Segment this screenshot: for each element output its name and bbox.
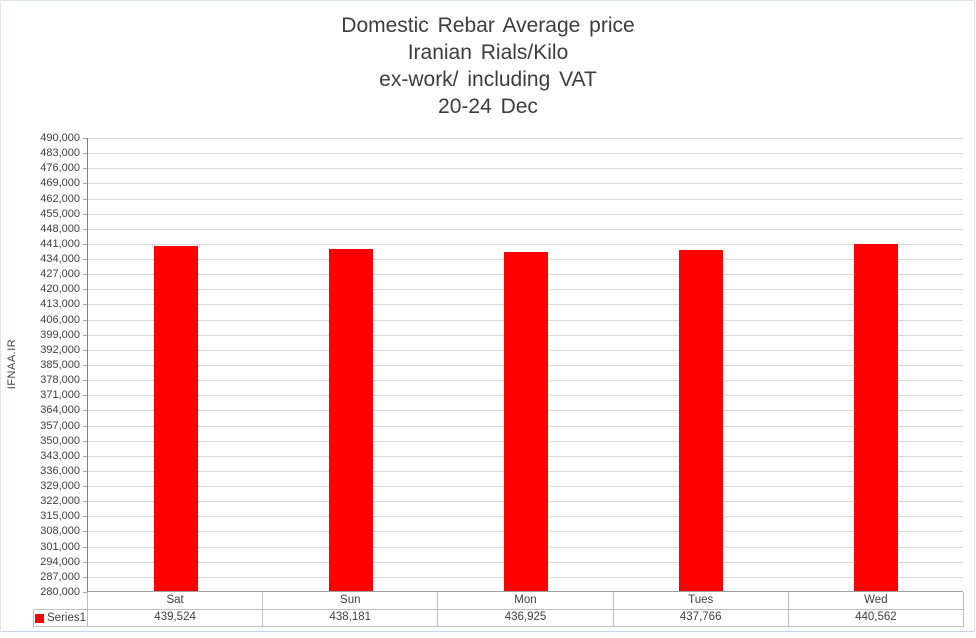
y-axis-tick-label: 378,000 — [40, 374, 80, 386]
y-axis-tick-label: 301,000 — [40, 541, 80, 553]
y-axis-tick-label: 371,000 — [40, 389, 80, 401]
gridline — [88, 138, 963, 139]
y-axis-tick — [83, 289, 87, 290]
title-line-4: 20-24 Dec — [438, 95, 538, 118]
y-axis-tick-label: 469,000 — [40, 177, 80, 189]
bar-sun — [328, 249, 373, 591]
y-axis-tick — [83, 304, 87, 305]
y-axis-tick — [83, 441, 87, 442]
y-axis-tick-label: 490,000 — [40, 132, 80, 144]
legend-cell: Series1 — [34, 609, 88, 626]
y-axis-tick — [83, 501, 87, 502]
value-cell-sat: 439,524 — [88, 609, 264, 626]
y-axis-tick-label: 399,000 — [40, 329, 80, 341]
y-axis-tick-label: 455,000 — [40, 208, 80, 220]
y-axis-tick — [83, 244, 87, 245]
value-cell-sun: 438,181 — [263, 609, 439, 626]
bar-wed — [854, 243, 899, 591]
y-axis-tick — [83, 395, 87, 396]
value-cell-tues: 437,766 — [614, 609, 789, 626]
y-axis-tick-label: 427,000 — [40, 268, 80, 280]
legend-label: Series1 — [47, 612, 86, 624]
y-axis-tick — [83, 168, 87, 169]
y-axis-tick — [83, 410, 87, 411]
y-axis-tick-label: 441,000 — [40, 238, 80, 250]
category-cell-mon: Mon — [438, 592, 614, 609]
y-axis-tick — [83, 592, 87, 593]
y-axis-tick-label: 476,000 — [40, 162, 80, 174]
y-axis-tick — [83, 365, 87, 366]
y-axis-tick — [83, 577, 87, 578]
gridline — [88, 153, 963, 154]
y-axis-tick — [83, 183, 87, 184]
value-cell-wed: 440,562 — [789, 609, 964, 626]
category-cell-sat: Sat — [88, 592, 264, 609]
title-line-1: Domestic Rebar Average price — [341, 14, 635, 37]
y-axis-tick-label: 385,000 — [40, 359, 80, 371]
chart-title: Domestic Rebar Average price Iranian Ria… — [0, 12, 976, 120]
y-axis-tick — [83, 199, 87, 200]
y-axis-tick-label: 322,000 — [40, 495, 80, 507]
y-axis-tick-label: 364,000 — [40, 404, 80, 416]
y-axis-tick-label: 308,000 — [40, 525, 80, 537]
y-axis-tick-label: 357,000 — [40, 420, 80, 432]
y-axis-tick-label: 329,000 — [40, 480, 80, 492]
y-axis-tick — [83, 471, 87, 472]
y-axis-tick — [83, 380, 87, 381]
y-axis-tick-label: 294,000 — [40, 556, 80, 568]
y-axis-tick — [83, 153, 87, 154]
legend-key-icon — [35, 613, 44, 623]
y-axis-tick-label: 413,000 — [40, 298, 80, 310]
y-axis-tick-label: 287,000 — [40, 571, 80, 583]
y-axis-tick — [83, 562, 87, 563]
y-axis-tick — [83, 229, 87, 230]
category-cell-tues: Tues — [614, 592, 789, 609]
y-axis-tick — [83, 138, 87, 139]
gridline — [88, 214, 963, 215]
value-cell-mon: 436,925 — [438, 609, 614, 626]
y-axis-tick-label: 280,000 — [40, 586, 80, 598]
y-axis-tick-label: 448,000 — [40, 223, 80, 235]
bar-tues — [679, 249, 724, 591]
y-axis-tick-label: 483,000 — [40, 147, 80, 159]
y-axis-tick-label: 392,000 — [40, 344, 80, 356]
y-axis-tick — [83, 486, 87, 487]
y-axis-tick — [83, 350, 87, 351]
y-axis-tick — [83, 547, 87, 548]
y-axis-tick-label: 420,000 — [40, 283, 80, 295]
y-axis-tick-label: 343,000 — [40, 450, 80, 462]
y-axis-tick — [83, 274, 87, 275]
y-axis-tick-label: 434,000 — [40, 253, 80, 265]
category-cell-sun: Sun — [263, 592, 439, 609]
y-axis-tick-label: 336,000 — [40, 465, 80, 477]
gridline — [88, 229, 963, 230]
bar-mon — [504, 251, 548, 591]
y-axis-tick — [83, 320, 87, 321]
y-axis-tick-label: 315,000 — [40, 510, 80, 522]
category-cell-wed: Wed — [789, 592, 964, 609]
y-axis-tick — [83, 259, 87, 260]
plot-area — [87, 138, 963, 592]
gridline — [88, 183, 963, 184]
y-axis-tick-label: 350,000 — [40, 435, 80, 447]
y-axis-tick-label: 406,000 — [40, 314, 80, 326]
gridline — [88, 199, 963, 200]
data-table-series-row: Series1 439,524 438,181 436,925 437,766 440,… — [33, 609, 964, 627]
title-line-3: ex-work/ including VAT — [379, 68, 597, 91]
y-axis-tick — [83, 426, 87, 427]
y-axis-tick — [83, 456, 87, 457]
bar-sat — [153, 246, 198, 591]
gridline — [88, 244, 963, 245]
y-axis-tick — [83, 214, 87, 215]
gridline — [88, 168, 963, 169]
y-axis-tick-label: 462,000 — [40, 193, 80, 205]
y-axis-tick — [83, 335, 87, 336]
y-axis-tick — [83, 531, 87, 532]
y-axis-tick — [83, 516, 87, 517]
title-line-2: Iranian Rials/Kilo — [407, 41, 569, 64]
data-table-header-row: Sat Sun Mon Tues Wed — [87, 592, 964, 610]
